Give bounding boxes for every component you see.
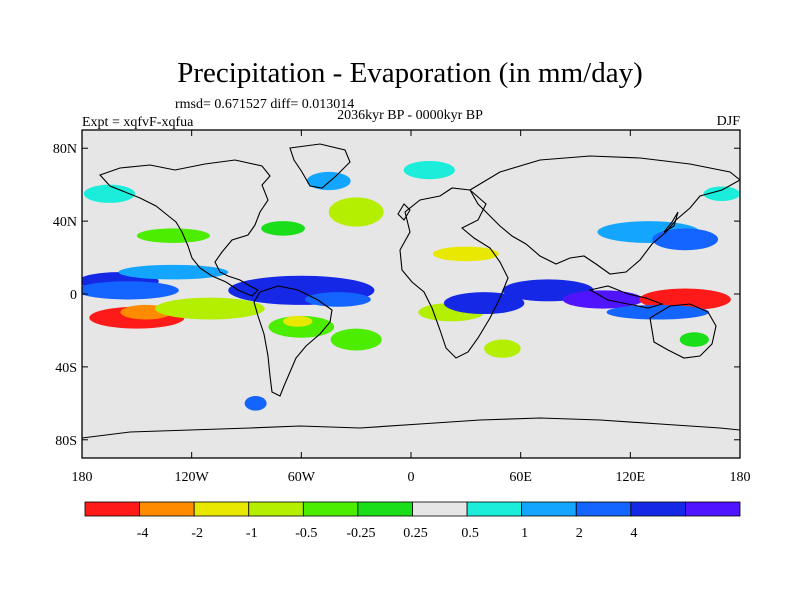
- colorbar-label-3: -0.5: [295, 526, 317, 541]
- lat-tick-label-1: 40N: [53, 215, 77, 230]
- contour-region-15: [639, 288, 731, 311]
- coast-australia: [649, 303, 717, 359]
- coast-asia: [469, 155, 740, 275]
- contour-region-29: [679, 332, 709, 347]
- contour-region-2: [118, 264, 229, 280]
- lon-tick-label-4: 60E: [509, 470, 532, 485]
- season-label: DJF: [717, 114, 741, 129]
- experiment-label: Expt = xqfvF-xqfua: [82, 115, 194, 130]
- coast-greenland: [289, 143, 351, 189]
- coastline-layer: [82, 143, 740, 439]
- lat-tick-label-2: 0: [70, 288, 77, 303]
- contour-region-16: [606, 304, 709, 320]
- colorbar-label-6: 0.5: [461, 526, 479, 541]
- lon-tick-label-6: 180: [730, 470, 751, 485]
- latitude-axis: 80N 40N 0 40S 80S: [53, 142, 740, 449]
- colorbar-swatch-7: [466, 501, 523, 517]
- lat-tick-label-0: 80N: [53, 142, 77, 157]
- colorbar-swatch-4: [302, 501, 359, 517]
- colorbar-swatch-2: [193, 501, 250, 517]
- contour-fill-layer: [82, 160, 740, 411]
- contour-region-14: [562, 290, 644, 309]
- contour-region-21: [136, 228, 210, 243]
- figure-title: Precipitation - Evaporation (in mm/day): [177, 57, 643, 89]
- contour-region-27: [244, 396, 267, 411]
- lon-tick-label-1: 120W: [175, 470, 210, 485]
- period-label: 2036kyr BP - 0000kyr BP: [337, 108, 483, 123]
- lon-tick-label-5: 120E: [616, 470, 646, 485]
- contour-region-25: [703, 186, 740, 202]
- contour-region-20: [261, 221, 305, 236]
- map-plot-area: 80N 40N 0 40S 80S 180 120W 60W 0 60E 120E 180: [53, 129, 751, 485]
- coast-japan: [663, 211, 679, 233]
- colorbar-label-1: -2: [191, 526, 203, 541]
- coast-europe-africa: [399, 187, 509, 359]
- lon-tick-label-2: 60W: [288, 470, 316, 485]
- colorbar-swatch-3: [248, 501, 304, 517]
- contour-region-19: [328, 197, 384, 227]
- colorbar-label-5: 0.25: [403, 526, 428, 541]
- colorbar-swatch-11: [685, 501, 741, 517]
- colorbar-swatch-8: [521, 501, 577, 517]
- contour-region-26: [330, 328, 382, 351]
- lon-tick-label-3: 0: [408, 470, 415, 485]
- contour-region-7: [304, 292, 371, 307]
- coast-north-america: [99, 159, 271, 297]
- colorbar-label-7: 1: [521, 526, 528, 541]
- contour-region-5: [155, 297, 265, 320]
- contour-region-22: [83, 184, 136, 203]
- lat-tick-label-3: 40S: [55, 361, 77, 376]
- colorbar-label-0: -4: [137, 526, 149, 541]
- longitude-axis: 180 120W 60W 0 60E 120E 180: [72, 130, 751, 485]
- coast-indonesia: [588, 285, 664, 309]
- contour-region-24: [403, 160, 455, 180]
- coast-uk: [397, 203, 411, 221]
- colorbar-label-8: 2: [576, 526, 583, 541]
- contour-region-23: [306, 171, 351, 191]
- colorbar-label-9: 4: [630, 526, 637, 541]
- colorbar-swatch-0: [84, 501, 140, 517]
- lon-tick-label-0: 180: [72, 470, 93, 485]
- coast-south-america: [253, 285, 333, 397]
- contour-region-28: [484, 339, 521, 358]
- colorbar-label-4: -0.25: [346, 526, 375, 541]
- contour-region-18: [652, 228, 719, 251]
- stats-text: rmsd= 0.671527 diff= 0.013014: [175, 97, 354, 112]
- coast-antarctica: [82, 417, 740, 439]
- colorbar-swatch-9: [575, 501, 632, 517]
- colorbar-swatch-10: [630, 501, 686, 517]
- contour-region-1: [82, 281, 179, 300]
- contour-region-9: [283, 315, 313, 327]
- colorbar-swatch-1: [139, 501, 195, 517]
- colorbar-label-2: -1: [246, 526, 258, 541]
- colorbar-swatch-6: [412, 501, 468, 517]
- map-background: [82, 130, 740, 458]
- colorbar: -4 -2 -1 -0.5 -0.25 0.25 0.5 1 2 4: [84, 501, 741, 541]
- lat-tick-label-4: 80S: [55, 434, 77, 449]
- colorbar-swatch-5: [357, 501, 413, 517]
- contour-region-12: [443, 292, 525, 315]
- contour-region-10: [432, 246, 499, 262]
